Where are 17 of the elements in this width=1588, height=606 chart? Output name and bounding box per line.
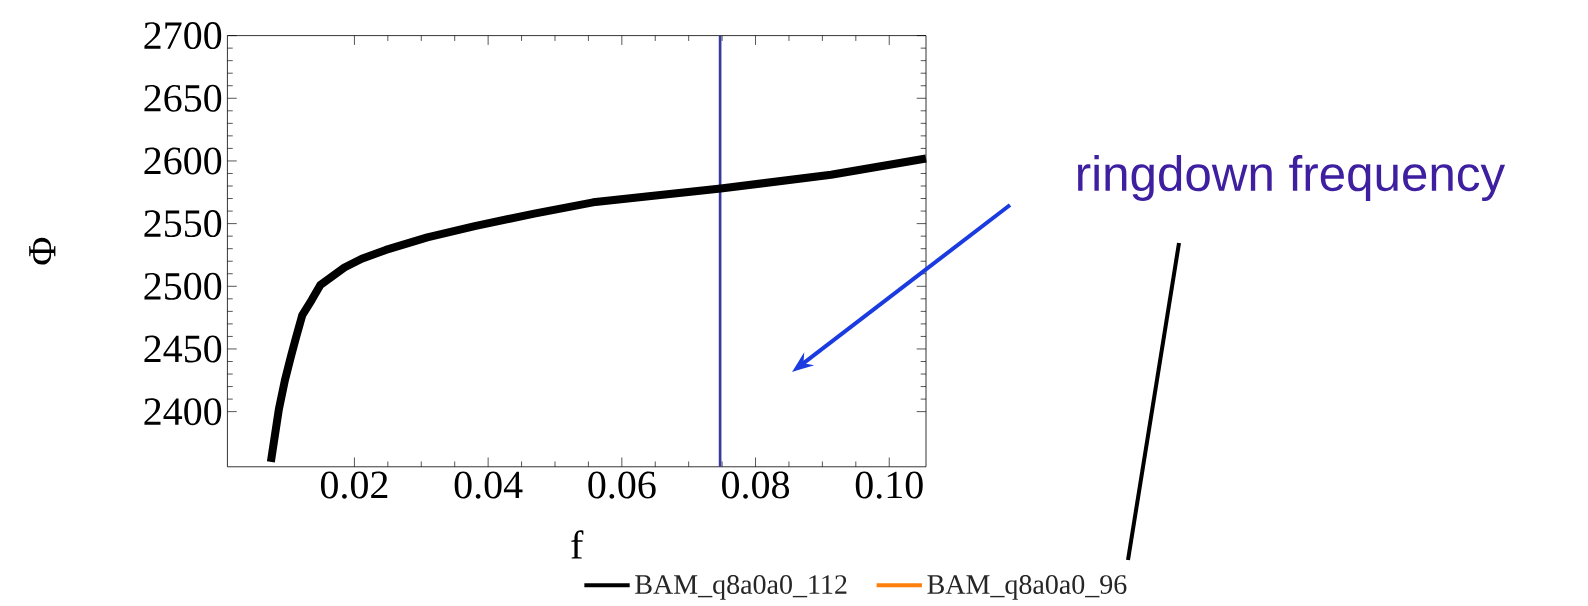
legend-label: BAM_q8a0a0_112 (635, 575, 847, 600)
y-tick-label: 2700 (144, 22, 222, 50)
x-tick-label: 0.02 (320, 471, 388, 499)
y-tick-label: 2650 (144, 84, 222, 112)
x-tick-label: 0.04 (454, 471, 523, 499)
x-tick-label: 0.08 (722, 471, 790, 499)
y-tick-label: 2550 (144, 210, 222, 238)
x-tick-label: 0.06 (588, 471, 656, 499)
legend-label: BAM_q8a0a0_96 (927, 575, 1127, 600)
y-tick-label: 2450 (144, 335, 222, 363)
y-tick-label: 2600 (144, 147, 222, 175)
ref-line-label: ringdown frequency (1078, 155, 1506, 201)
y-axis-title: Φ (29, 237, 56, 265)
x-axis-title: f (571, 530, 584, 559)
y-tick-label: 2500 (144, 272, 222, 300)
x-tick-label: 0.10 (855, 471, 923, 499)
y-tick-label: 2400 (144, 398, 222, 426)
